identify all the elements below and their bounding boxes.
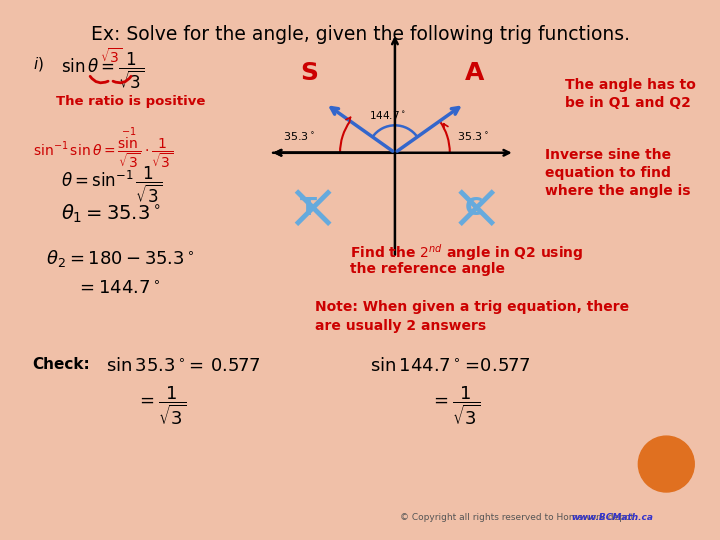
Text: $i)$: $i)$ [32, 55, 44, 73]
Circle shape [639, 436, 694, 492]
Text: $= 144.7^\circ$: $= 144.7^\circ$ [76, 280, 160, 299]
Text: $= \dfrac{1}{\sqrt{3}}$: $= \dfrac{1}{\sqrt{3}}$ [430, 384, 480, 427]
Text: Inverse sine the: Inverse sine the [544, 148, 671, 162]
Text: C: C [465, 195, 483, 220]
Text: The angle has to: The angle has to [564, 78, 696, 92]
Text: S: S [300, 61, 318, 85]
Text: $\sin\theta = \dfrac{1}{\sqrt{3}}$: $\sin\theta = \dfrac{1}{\sqrt{3}}$ [60, 51, 144, 91]
Text: the reference angle: the reference angle [350, 261, 505, 275]
Text: The ratio is positive: The ratio is positive [55, 95, 205, 108]
Text: © Copyright all rights reserved to Homework depot:: © Copyright all rights reserved to Homew… [400, 513, 640, 522]
Text: $\theta_2 = 180 - 35.3^\circ$: $\theta_2 = 180 - 35.3^\circ$ [46, 247, 194, 268]
Text: $35.3^\circ$: $35.3^\circ$ [283, 131, 315, 143]
Text: $\theta = \sin^{-1}\dfrac{1}{\sqrt{3}}$: $\theta = \sin^{-1}\dfrac{1}{\sqrt{3}}$ [60, 165, 162, 205]
Text: $= \dfrac{1}{\sqrt{3}}$: $= \dfrac{1}{\sqrt{3}}$ [135, 384, 186, 427]
Text: $\sin 35.3^\circ\!=\!\ 0.577$: $\sin 35.3^\circ\!=\!\ 0.577$ [106, 357, 261, 375]
Text: are usually 2 answers: are usually 2 answers [315, 319, 486, 333]
Text: $\sin^{-1}\sin\theta = \dfrac{\overset{-1}{\sin}}{\sqrt{3}} \cdot \dfrac{1}{\sqr: $\sin^{-1}\sin\theta = \dfrac{\overset{-… [32, 125, 174, 171]
Text: equation to find: equation to find [544, 166, 670, 180]
Text: be in Q1 and Q2: be in Q1 and Q2 [564, 96, 690, 110]
Text: Ex: Solve for the angle, given the following trig functions.: Ex: Solve for the angle, given the follo… [91, 25, 629, 44]
Text: Find the $2^{nd}$ angle in Q2 using: Find the $2^{nd}$ angle in Q2 using [350, 242, 584, 264]
Text: $\sin 144.7^\circ\!=\!0.577$: $\sin 144.7^\circ\!=\!0.577$ [370, 357, 531, 375]
Text: A: A [465, 61, 484, 85]
Text: $144.7^\circ$: $144.7^\circ$ [369, 109, 405, 121]
Text: T: T [300, 195, 317, 220]
Text: where the angle is: where the angle is [544, 184, 690, 198]
Text: Check:: Check: [32, 357, 91, 372]
Text: www.BCMath.ca: www.BCMath.ca [572, 513, 654, 522]
Text: $\theta_1 = 35.3^\circ$: $\theta_1 = 35.3^\circ$ [60, 202, 161, 225]
Text: Note: When given a trig equation, there: Note: When given a trig equation, there [315, 300, 629, 314]
Text: $35.3^\circ$: $35.3^\circ$ [456, 131, 489, 143]
Text: $\sqrt{3}$: $\sqrt{3}$ [99, 47, 122, 66]
